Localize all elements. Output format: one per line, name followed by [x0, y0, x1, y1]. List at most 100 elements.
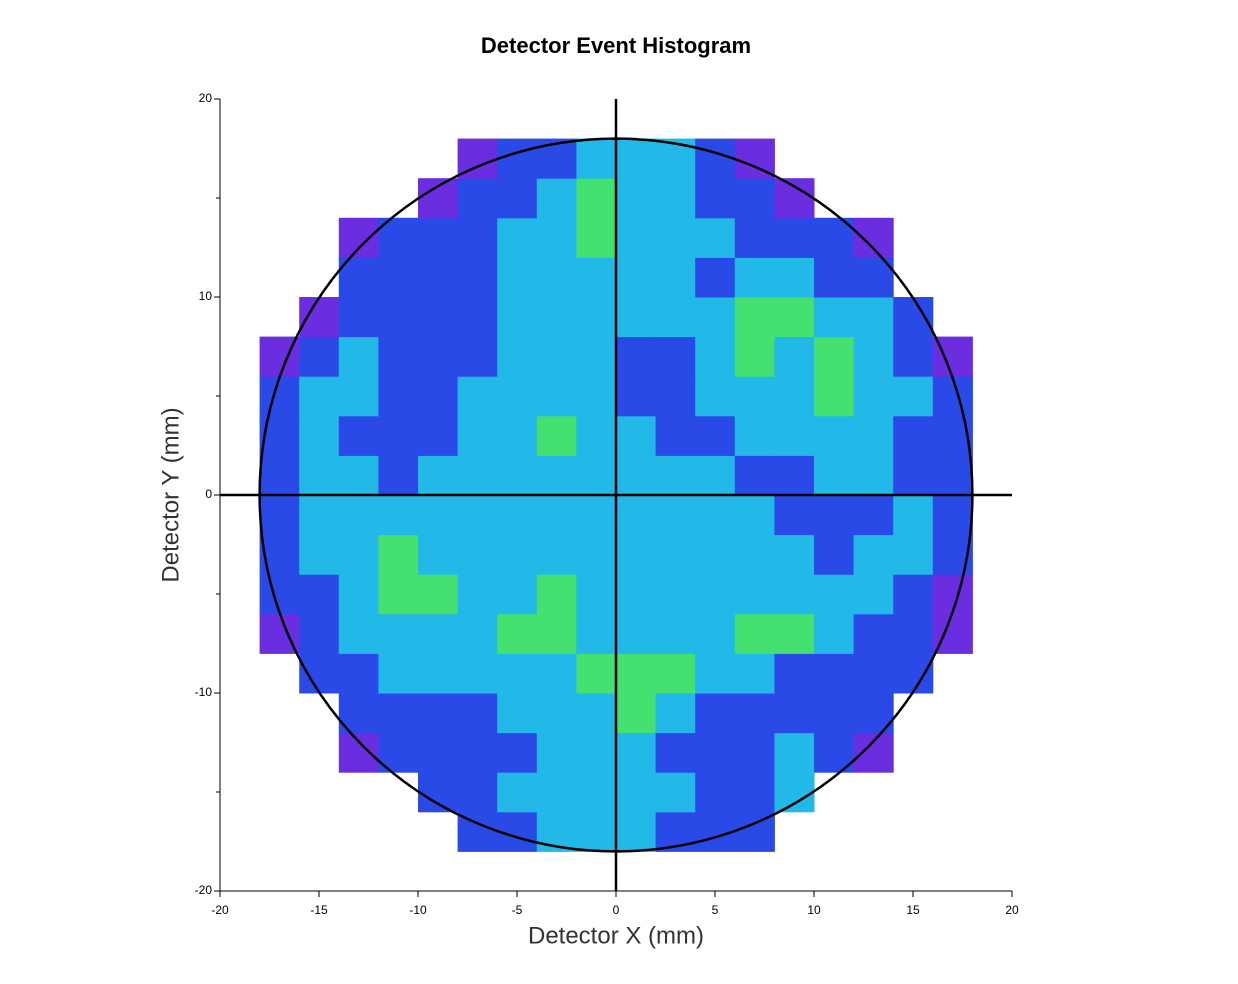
hist-cell: [734, 217, 775, 258]
hist-cell: [616, 415, 657, 456]
x-tick-label: -10: [409, 903, 427, 917]
hist-cell: [853, 455, 894, 496]
hist-cell: [378, 336, 419, 377]
hist-cell: [893, 613, 934, 654]
hist-cell: [378, 495, 419, 536]
hist-cell: [853, 574, 894, 615]
hist-cell: [576, 653, 617, 694]
hist-cell: [299, 376, 340, 417]
hist-cell: [497, 772, 538, 813]
x-tick-label: 0: [613, 903, 620, 917]
hist-cell: [616, 772, 657, 813]
hist-cell: [457, 495, 498, 536]
hist-cell: [576, 534, 617, 575]
hist-cell: [774, 376, 815, 417]
hist-cell: [259, 455, 300, 496]
hist-cell: [338, 653, 379, 694]
hist-cell: [814, 693, 855, 734]
hist-cell: [893, 653, 934, 694]
hist-cell: [536, 257, 577, 298]
hist-cell: [893, 534, 934, 575]
hist-cell: [695, 178, 736, 219]
hist-cell: [893, 455, 934, 496]
hist-cell: [734, 732, 775, 773]
hist-cell: [932, 455, 973, 496]
hist-cell: [497, 732, 538, 773]
hist-cell: [695, 772, 736, 813]
hist-cell: [616, 297, 657, 338]
hist-cell: [497, 138, 538, 179]
x-tick-label: 20: [1005, 903, 1019, 917]
hist-cell: [655, 336, 696, 377]
hist-cell: [774, 336, 815, 377]
hist-cell: [853, 613, 894, 654]
hist-cell: [695, 534, 736, 575]
hist-cell: [695, 495, 736, 536]
hist-cell: [457, 336, 498, 377]
hist-cell: [418, 415, 459, 456]
hist-cell: [616, 693, 657, 734]
hist-cell: [378, 297, 419, 338]
hist-cell: [418, 534, 459, 575]
hist-cell: [536, 297, 577, 338]
hist-cell: [814, 376, 855, 417]
hist-cell: [378, 574, 419, 615]
hist-cell: [774, 257, 815, 298]
hist-cell: [932, 495, 973, 536]
hist-cell: [734, 772, 775, 813]
hist-cell: [695, 297, 736, 338]
hist-cell: [695, 217, 736, 258]
hist-cell: [853, 376, 894, 417]
hist-cell: [616, 653, 657, 694]
hist-cell: [695, 257, 736, 298]
hist-cell: [497, 495, 538, 536]
hist-cell: [378, 613, 419, 654]
hist-cell: [734, 495, 775, 536]
hist-cell: [655, 455, 696, 496]
hist-cell: [457, 376, 498, 417]
hist-cell: [893, 336, 934, 377]
hist-cell: [893, 376, 934, 417]
hist-cell: [536, 376, 577, 417]
hist-cell: [536, 415, 577, 456]
hist-cell: [893, 495, 934, 536]
hist-cell: [497, 376, 538, 417]
hist-cell: [774, 732, 815, 773]
x-tick-label: 15: [906, 903, 920, 917]
hist-cell: [457, 574, 498, 615]
hist-cell: [655, 178, 696, 219]
hist-cell: [536, 534, 577, 575]
hist-cell: [774, 297, 815, 338]
hist-cell: [497, 455, 538, 496]
hist-cell: [497, 811, 538, 852]
y-tick-label: 0: [205, 487, 212, 501]
hist-cell: [576, 811, 617, 852]
hist-cell: [299, 653, 340, 694]
hist-cell: [299, 297, 340, 338]
hist-cell: [259, 376, 300, 417]
hist-cell: [497, 574, 538, 615]
hist-cell: [338, 613, 379, 654]
hist-cell: [497, 415, 538, 456]
hist-cell: [774, 574, 815, 615]
hist-cell: [497, 336, 538, 377]
hist-cell: [695, 653, 736, 694]
hist-cell: [299, 613, 340, 654]
hist-cell: [616, 217, 657, 258]
hist-cell: [536, 613, 577, 654]
hist-cell: [497, 534, 538, 575]
hist-cell: [853, 297, 894, 338]
hist-cell: [734, 376, 775, 417]
hist-cell: [536, 693, 577, 734]
hist-cell: [457, 772, 498, 813]
hist-cell: [734, 534, 775, 575]
hist-cell: [655, 693, 696, 734]
hist-cell: [774, 534, 815, 575]
hist-cell: [457, 613, 498, 654]
hist-cell: [497, 693, 538, 734]
hist-cell: [774, 415, 815, 456]
hist-cell: [814, 495, 855, 536]
hist-cell: [457, 297, 498, 338]
hist-cell: [695, 376, 736, 417]
hist-cell: [536, 217, 577, 258]
